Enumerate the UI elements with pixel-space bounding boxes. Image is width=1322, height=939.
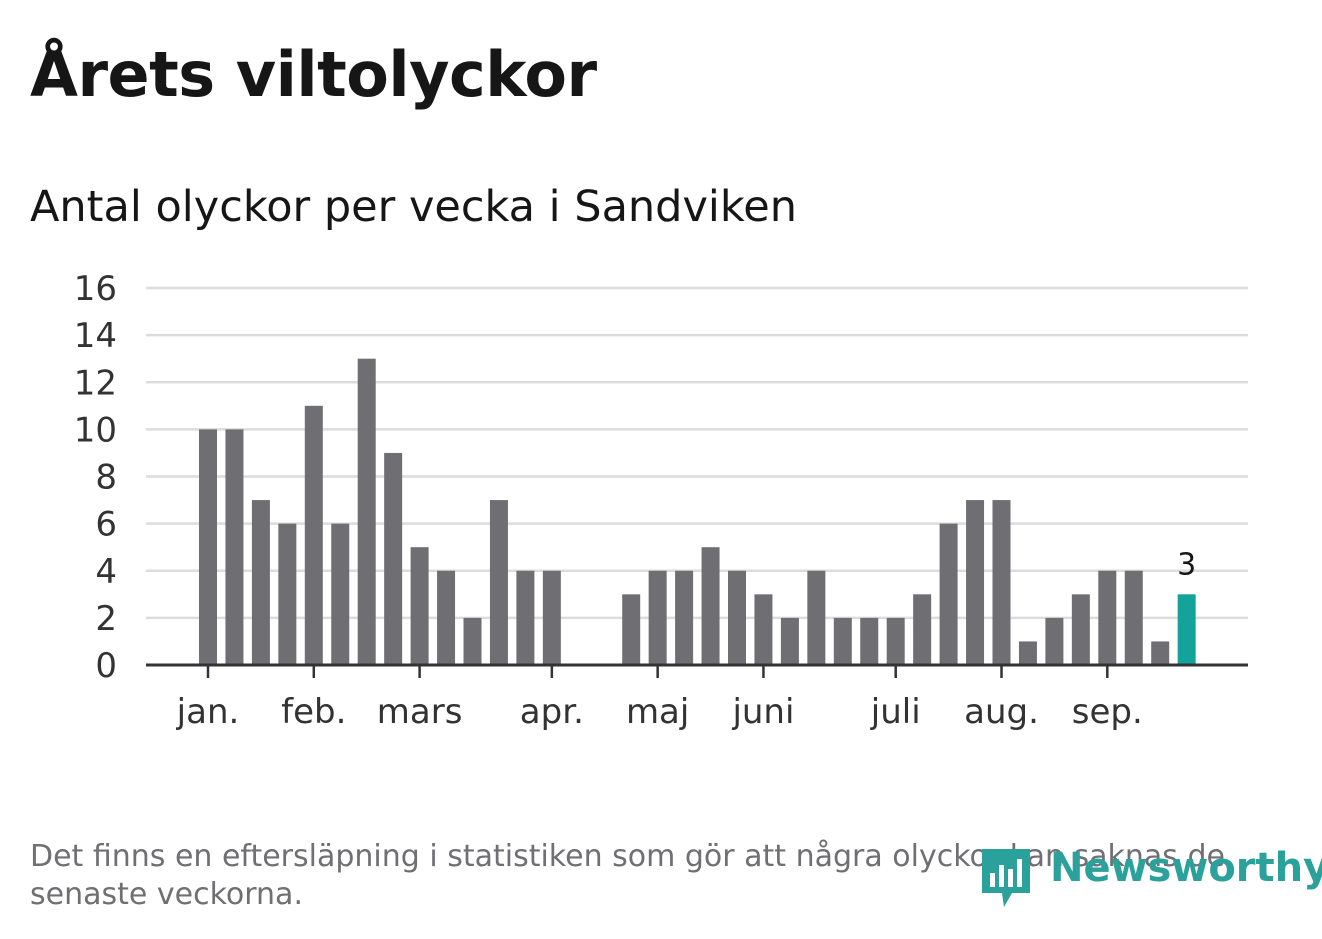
bar [437,570,456,665]
bar-highlight [1177,594,1196,665]
bar [1098,570,1117,665]
bar [1124,570,1143,665]
x-tick-label: jan. [176,692,240,732]
y-tick-label: 0 [95,646,117,686]
newsworthy-logo-icon [982,849,1030,907]
bar [1045,617,1064,665]
bar [966,500,985,665]
y-tick-label: 4 [95,552,117,592]
bar [913,594,932,665]
x-tick-label: apr. [520,692,584,732]
bar-chart: 0 2 4 6 8 10 12 14 16 jan. feb. mars apr. maj juni jul… [74,269,1248,732]
y-tick-label: 12 [74,363,117,403]
y-tick-label: 6 [95,505,117,545]
bar [516,570,535,665]
bar [807,570,826,665]
gridlines [146,286,1248,620]
bar [780,617,799,665]
bar [939,523,958,665]
bar [1071,594,1090,665]
y-tick-label: 14 [74,316,117,356]
x-tick-label: mars [377,692,463,732]
y-tick-label: 8 [95,458,117,498]
bar [463,617,482,665]
bar [278,523,297,665]
bar [489,500,508,665]
x-tick-label: feb. [281,692,346,732]
y-axis-ticks: 0 2 4 6 8 10 12 14 16 [74,269,117,686]
bars [199,358,1196,665]
chart-subtitle: Antal olyckor per vecka i Sandviken [30,182,797,232]
bar [728,570,746,665]
bar [648,570,667,665]
bar [542,570,561,665]
newsworthy-logo-text: Newsworthy [1050,845,1322,891]
bar [1018,641,1037,665]
bar [622,594,641,665]
bar [251,500,270,665]
bar [675,570,694,665]
bar [331,523,350,665]
x-axis-ticks: jan. feb. mars apr. maj juni juli aug. sep. [176,665,1143,732]
x-tick-label: aug. [964,692,1039,732]
bar [1151,641,1170,665]
data-label: 3 [1177,547,1196,582]
y-tick-label: 10 [74,410,117,450]
x-tick-label: juni [731,692,794,732]
bar [701,547,720,665]
data-labels: 3 [1177,547,1196,582]
newsworthy-logo: Newsworthy [978,843,1322,913]
bar [886,617,905,665]
bar [304,405,323,665]
bar [992,500,1011,665]
bar [199,429,217,665]
bar [860,617,879,665]
bar [384,452,403,665]
bar [410,547,429,665]
y-tick-label: 16 [74,269,117,309]
bar [357,358,376,665]
x-tick-label: sep. [1072,692,1143,732]
bar [833,617,852,665]
bar [754,594,773,665]
x-tick-label: juli [870,692,921,732]
y-tick-label: 2 [95,599,117,639]
chart-title: Årets viltolyckor [30,38,597,111]
x-tick-label: maj [626,692,689,732]
bar [225,429,244,665]
